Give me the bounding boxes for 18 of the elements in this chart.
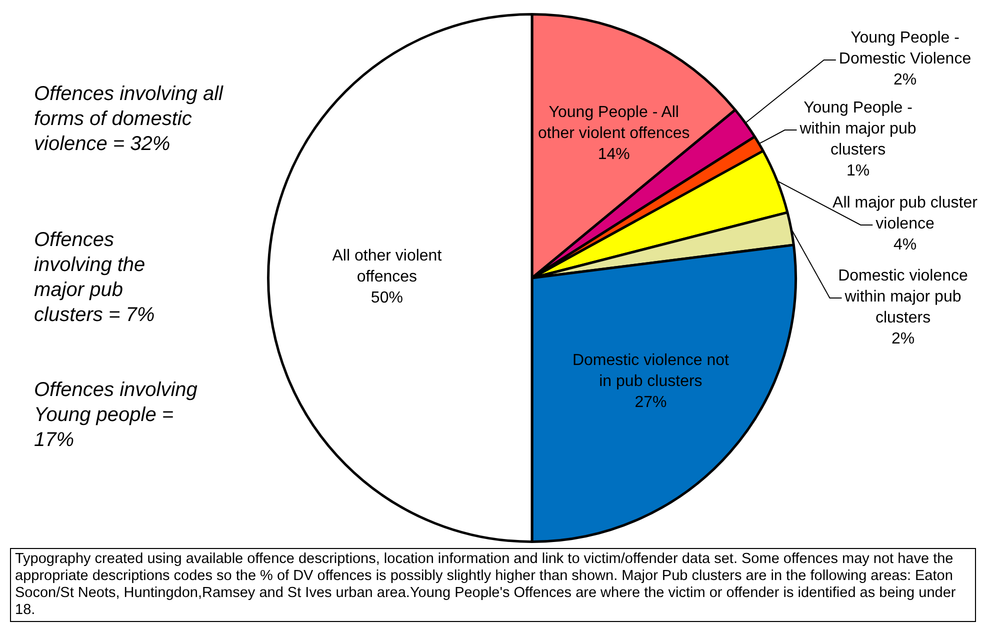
data-label: 14% [598,146,630,164]
data-label: 4% [893,236,917,254]
text: Typography created using available offence descriptions, location information and link to victim/offender data set. Some offences may not have the appropriate descriptions codes so the % of DV offences is possibly slightly higher than shown. Major Pub clusters are in the following areas: Eaton Socon/St Neots, Huntingdon,Ramsey and St Ives urban area.Young People's Offences are where the victim or offender is identified as being under 18. [10,548,976,622]
text: Offences involving the major pub clusters = 7% [34,228,156,328]
data-label: 2% [891,330,915,348]
text: Offences involving all forms of domestic violence = 32% [34,82,224,157]
slice-label: Young People - within major pub clusters [798,99,916,158]
slice-label: All major pub cluster violence [832,194,978,232]
slice-label: Young People - Domestic Violence [838,29,972,68]
slice-label: Domestic violence within major pub clusters [838,267,968,326]
slice-label: All other violent offences [332,247,442,286]
data-label: 2% [893,71,917,88]
data-label: 27% [634,394,667,412]
text: Offences involving Young people = 17% [34,378,198,453]
data-label: 50% [370,289,403,306]
data-label: 1% [846,162,870,180]
slice-label: Domestic violence not in pub clusters [572,352,730,390]
slice-label: Young People - All other violent offences [538,104,690,142]
